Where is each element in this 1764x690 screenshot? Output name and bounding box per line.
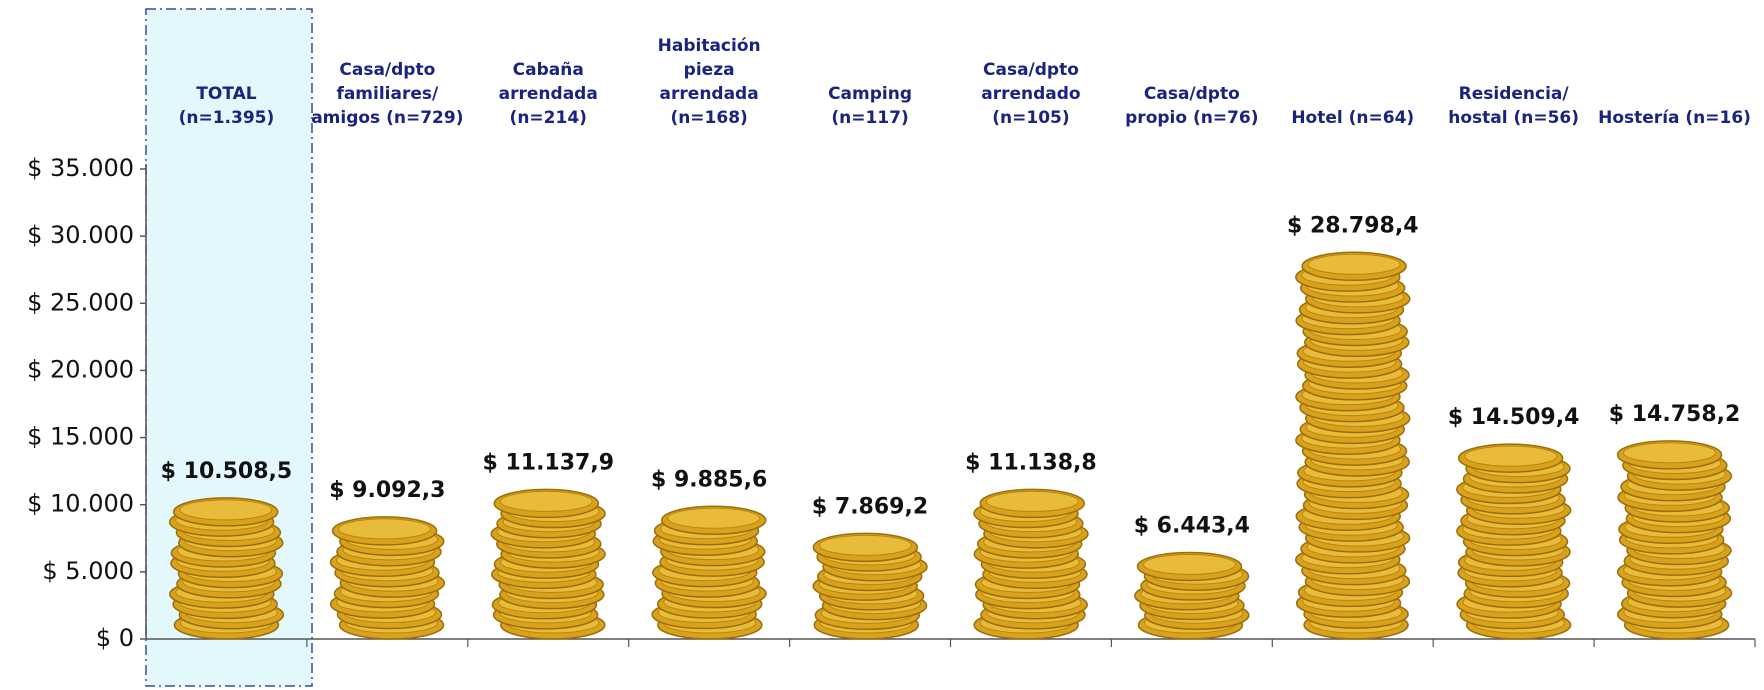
value-label: $ 9.092,3 [329,478,445,503]
value-label: $ 7.869,2 [812,494,928,519]
coin-stack [812,532,928,640]
x-tick-label: Habitación pieza arrendada (n=168) [657,36,761,128]
coin-face [818,534,912,556]
coin-stack [1295,251,1411,640]
value-label: $ 9.885,6 [651,467,767,492]
y-tick-label: $ 0 [96,624,134,652]
coin-stack [1456,443,1572,640]
coin-face [1623,442,1717,464]
x-tick-label: TOTAL (n=1.395) [178,84,275,128]
coin-stack [1134,551,1250,640]
coin-face [338,518,432,540]
value-label: $ 11.138,8 [965,450,1097,475]
coin-stack [168,497,285,640]
x-tick-label: Hostería (n=16) [1598,108,1751,128]
coin-stack [490,488,606,640]
x-tick-label: Camping (n=117) [828,84,912,128]
y-tick-label: $ 30.000 [27,221,134,249]
coin-face [1142,553,1236,575]
y-tick-label: $ 5.000 [42,557,134,585]
coin-stack [1616,440,1733,640]
x-tick-label: Residencia/ hostal (n=56) [1448,84,1580,128]
value-label: $ 11.137,9 [482,450,614,475]
y-tick-label: $ 15.000 [27,423,134,451]
value-label: $ 14.758,2 [1609,402,1741,427]
x-tick-label: Casa/dpto familiares/ amigos (n=729) [311,60,464,128]
value-label: $ 6.443,4 [1134,513,1250,538]
value-label: $ 28.798,4 [1287,213,1419,238]
coin-face [667,507,761,529]
y-tick-label: $ 10.000 [27,490,134,518]
coin-face [1307,253,1401,275]
value-label: $ 10.508,5 [161,459,293,484]
coin-face [985,490,1079,512]
coin-face [179,499,273,521]
x-tick-label: Hotel (n=64) [1291,108,1415,128]
value-label: $ 14.509,4 [1448,405,1580,430]
coin-face [499,490,593,512]
coin-face [1464,445,1558,467]
y-tick-label: $ 25.000 [27,288,134,316]
x-tick-label: Casa/dpto arrendado (n=105) [981,60,1081,128]
y-tick-label: $ 20.000 [27,355,134,383]
coin-stack [651,505,767,640]
coin-stack [329,516,446,640]
x-tick-label: Cabaña arrendada (n=214) [498,60,598,128]
coin-stack [973,488,1089,640]
y-tick-label: $ 35.000 [27,154,134,182]
x-tick-label: Casa/dpto propio (n=76) [1125,84,1259,128]
